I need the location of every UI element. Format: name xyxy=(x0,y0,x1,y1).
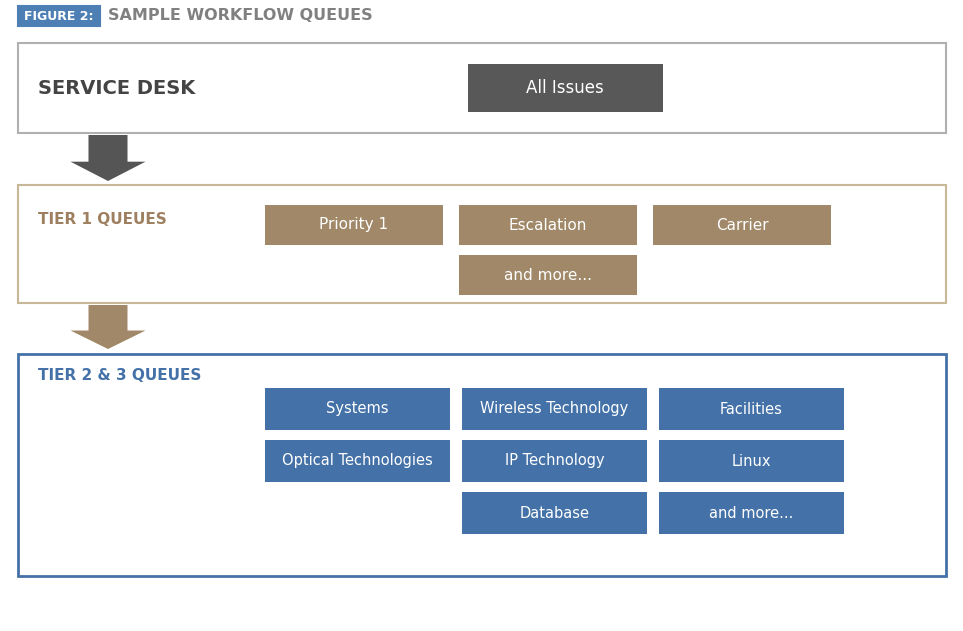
FancyBboxPatch shape xyxy=(265,388,450,430)
FancyBboxPatch shape xyxy=(265,440,450,482)
Text: TIER 2 & 3 QUEUES: TIER 2 & 3 QUEUES xyxy=(38,369,201,384)
Text: Carrier: Carrier xyxy=(716,218,768,232)
Text: Facilities: Facilities xyxy=(720,401,783,416)
Text: TIER 1 QUEUES: TIER 1 QUEUES xyxy=(38,213,167,228)
FancyBboxPatch shape xyxy=(659,388,844,430)
FancyBboxPatch shape xyxy=(459,255,637,295)
FancyBboxPatch shape xyxy=(462,492,647,534)
Text: and more...: and more... xyxy=(504,268,592,283)
Text: IP Technology: IP Technology xyxy=(505,454,605,468)
Text: Systems: Systems xyxy=(326,401,389,416)
Text: and more...: and more... xyxy=(710,505,794,521)
Text: Priority 1: Priority 1 xyxy=(320,218,388,232)
Text: Escalation: Escalation xyxy=(508,218,587,232)
FancyBboxPatch shape xyxy=(659,440,844,482)
FancyBboxPatch shape xyxy=(18,354,946,576)
Text: SAMPLE WORKFLOW QUEUES: SAMPLE WORKFLOW QUEUES xyxy=(108,8,373,23)
FancyBboxPatch shape xyxy=(467,64,663,112)
FancyBboxPatch shape xyxy=(265,205,443,245)
FancyBboxPatch shape xyxy=(653,205,831,245)
FancyBboxPatch shape xyxy=(459,205,637,245)
Text: Linux: Linux xyxy=(732,454,771,468)
Text: Wireless Technology: Wireless Technology xyxy=(481,401,629,416)
Polygon shape xyxy=(70,135,145,181)
FancyBboxPatch shape xyxy=(18,43,946,133)
Text: Database: Database xyxy=(519,505,589,521)
Text: FIGURE 2:: FIGURE 2: xyxy=(24,9,93,23)
FancyBboxPatch shape xyxy=(462,388,647,430)
Text: SERVICE DESK: SERVICE DESK xyxy=(38,78,195,98)
Text: Optical Technologies: Optical Technologies xyxy=(282,454,433,468)
Text: All Issues: All Issues xyxy=(526,79,604,97)
FancyBboxPatch shape xyxy=(18,6,100,26)
FancyBboxPatch shape xyxy=(659,492,844,534)
FancyBboxPatch shape xyxy=(18,185,946,303)
FancyBboxPatch shape xyxy=(462,440,647,482)
Polygon shape xyxy=(70,305,145,349)
